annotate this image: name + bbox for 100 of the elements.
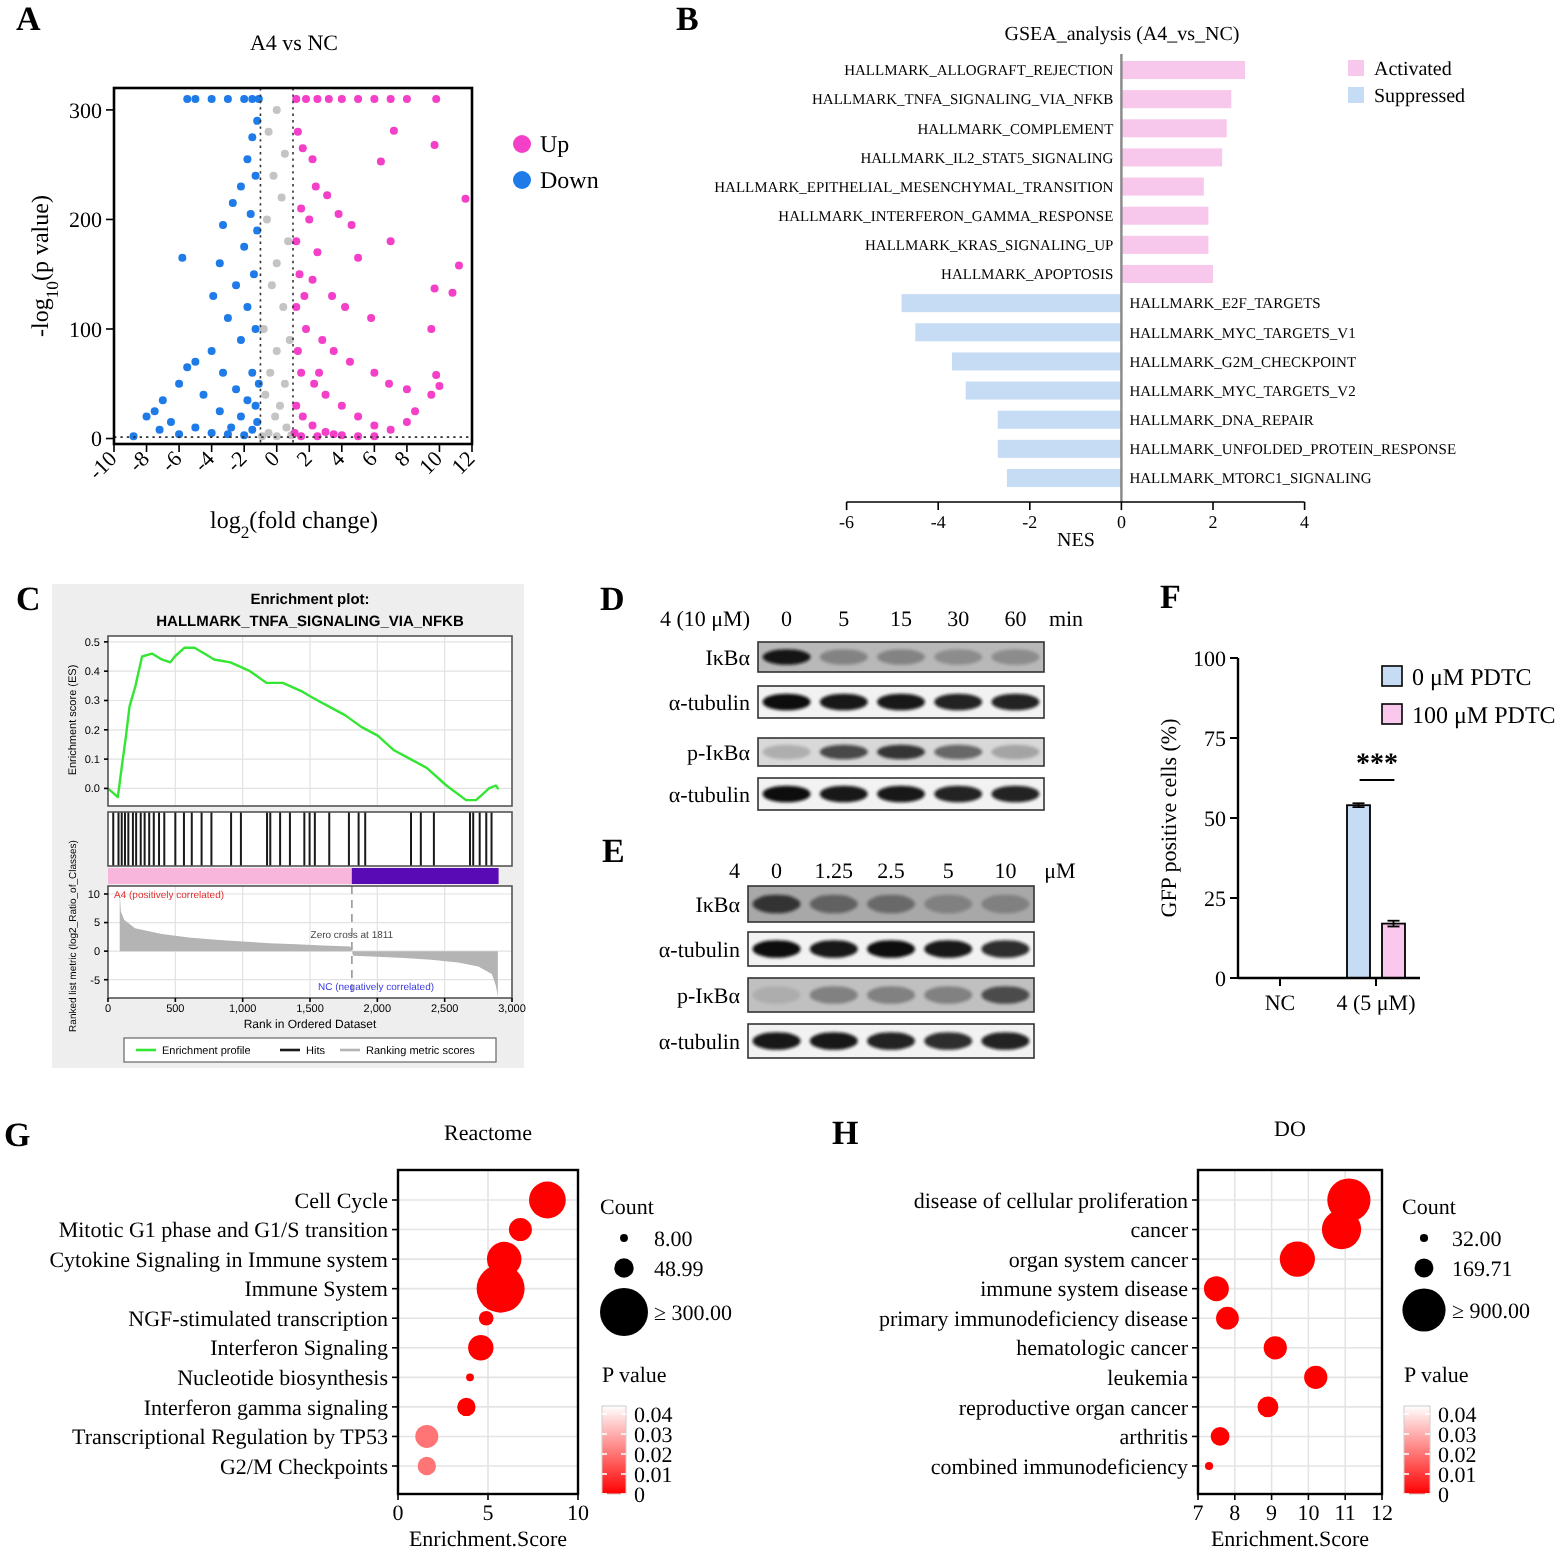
bar <box>1121 60 1246 80</box>
text: F <box>1160 578 1181 616</box>
x-axis-title: Enrichment.Score <box>408 1528 568 1552</box>
text: A <box>16 0 42 38</box>
category-label: 2.5 <box>877 860 906 884</box>
category-label: α-tubulin <box>658 938 740 963</box>
point <box>240 431 249 440</box>
category-label: α-tubulin <box>668 783 750 808</box>
bar <box>1121 235 1209 254</box>
color-bar-label: 0 <box>634 1483 646 1508</box>
point <box>207 346 216 355</box>
point <box>269 171 278 180</box>
point <box>246 209 255 218</box>
x-tick-label: -2 <box>1022 512 1038 532</box>
legend-label: 100 μM PDTC <box>1412 701 1556 729</box>
legend-label: 32.00 <box>1452 1227 1503 1252</box>
x-tick-label: NC <box>1264 992 1296 1016</box>
point <box>240 242 249 251</box>
y-tick-label: Mitotic G1 phase and G1/S transition <box>58 1219 389 1244</box>
y-tick-label: NGF-stimulated transcription <box>128 1307 389 1332</box>
bar <box>951 352 1122 371</box>
y-tick-label: Interferon gamma signaling <box>143 1396 389 1421</box>
text: D <box>600 580 625 618</box>
x-tick-label: 5 <box>482 1502 495 1526</box>
category-label: 0 <box>771 860 784 884</box>
legend-label: 48.99 <box>654 1257 705 1282</box>
legend-label: Activated <box>1374 59 1452 81</box>
color-bar-label: 0.04 <box>634 1403 674 1428</box>
y-tick-label: Cell Cycle <box>294 1189 389 1214</box>
point <box>253 116 262 125</box>
x-axis-title: Enrichment.Score <box>1210 1528 1370 1552</box>
point <box>251 401 260 410</box>
point <box>264 127 273 136</box>
point <box>280 379 289 388</box>
point <box>155 425 164 434</box>
category-label: p-IκBα <box>687 741 750 766</box>
point <box>183 363 192 372</box>
x-tick-label: 12 <box>1371 1502 1393 1526</box>
point <box>254 94 263 103</box>
legend-label: 8.00 <box>654 1227 694 1252</box>
x-tick-label: -6 <box>839 512 856 532</box>
y-tick-label: hematologic cancer <box>1016 1337 1189 1362</box>
bar <box>997 439 1122 458</box>
point <box>262 215 271 224</box>
point <box>272 105 281 114</box>
x-tick-label: 11 <box>1334 1502 1356 1526</box>
legend-title: Count <box>1402 1196 1456 1220</box>
point <box>243 303 252 312</box>
point <box>219 220 228 229</box>
x-axis-title: log$_{2}$(fold change) <box>210 506 378 542</box>
y-tick-label: Immune System <box>244 1278 389 1303</box>
x-tick-label: 6 <box>357 446 384 473</box>
point <box>254 379 263 388</box>
y-tick-label: organ system cancer <box>1008 1248 1189 1273</box>
point <box>243 396 252 405</box>
y-tick-label: reproductive organ cancer <box>958 1396 1189 1421</box>
x-tick-label: -8 <box>124 446 156 478</box>
point <box>207 94 216 103</box>
y-tick-label: Interferon Signaling <box>210 1337 389 1362</box>
point <box>272 259 281 268</box>
x-tick-label: 9 <box>1266 1502 1279 1526</box>
color-bar-label: 0.02 <box>634 1443 673 1468</box>
bar <box>965 381 1122 400</box>
point <box>232 385 241 394</box>
text: C <box>16 580 41 618</box>
bar <box>1121 206 1209 225</box>
y-tick-label: disease of cellular proliferation <box>913 1189 1189 1214</box>
x-tick-label: 8 <box>390 446 416 473</box>
color-bar-label: 0.04 <box>1438 1403 1478 1428</box>
color-bar-title: P value <box>1404 1364 1469 1388</box>
point <box>236 182 245 191</box>
color-bar-label: 0.02 <box>1438 1443 1477 1468</box>
point <box>267 281 276 290</box>
text: 4 (10 μM) <box>659 608 751 632</box>
point <box>275 401 284 410</box>
chart-title: DO <box>1274 1118 1306 1142</box>
x-tick-label: 2 <box>292 447 318 473</box>
category-label: α-tubulin <box>668 691 750 716</box>
y-tick-label: 200 <box>69 209 103 234</box>
color-bar-label: 0.03 <box>634 1423 674 1448</box>
point <box>261 390 270 399</box>
point <box>158 396 167 405</box>
bar <box>915 323 1122 342</box>
y-tick-label: 300 <box>69 99 103 124</box>
category-label: 60 <box>1004 608 1028 632</box>
legend-label: 169.71 <box>1452 1257 1513 1282</box>
y-tick-label: primary immunodeficiency disease <box>878 1307 1189 1332</box>
category-label: 1.25 <box>814 860 855 884</box>
y-tick-label: G2/M Checkpoints <box>219 1455 388 1480</box>
bar <box>1121 177 1204 196</box>
y-tick-label: leukemia <box>1107 1367 1189 1392</box>
color-bar-title: P value <box>602 1364 667 1388</box>
chart-title: Reactome <box>444 1122 533 1146</box>
line-series <box>106 646 500 802</box>
point <box>251 324 260 333</box>
legend-label: Up <box>540 130 570 159</box>
y-tick-label: Cytokine Signaling in Immune system <box>49 1248 389 1273</box>
x-tick-label: -4 <box>189 446 221 478</box>
x-tick-label: 10 <box>415 446 449 480</box>
point <box>223 430 232 439</box>
